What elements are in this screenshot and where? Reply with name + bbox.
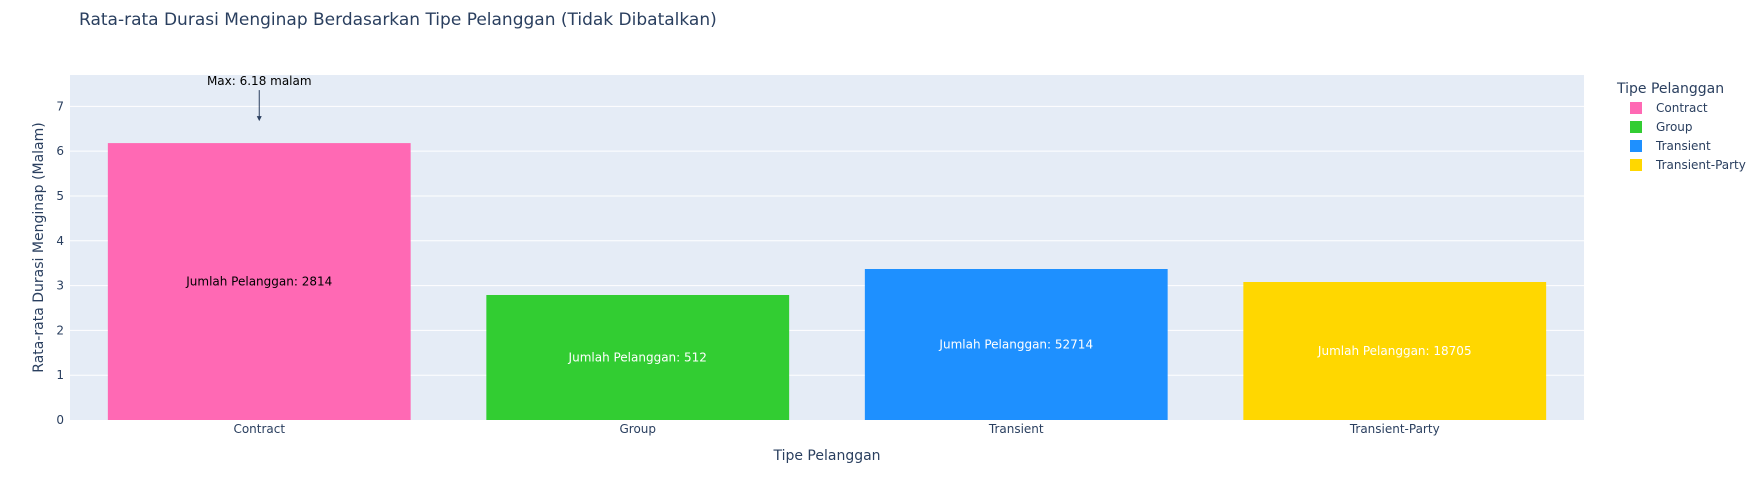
- legend: Tipe Pelanggan Contract Group Transient Tra…: [1616, 81, 1746, 172]
- y-tick-label: 2: [56, 323, 64, 337]
- bar-label: Jumlah Pelanggan: 2814: [185, 275, 332, 289]
- legend-label: Transient: [1655, 139, 1711, 153]
- y-axis-title: Rata-rata Durasi Menginap (Malam): [31, 122, 47, 372]
- legend-swatch: [1630, 140, 1642, 152]
- y-tick-label: 1: [56, 368, 64, 382]
- legend-swatch: [1630, 121, 1642, 133]
- x-tick-label: Group: [619, 422, 656, 436]
- legend-label: Contract: [1656, 101, 1708, 115]
- bar-transient-party: [1243, 282, 1547, 420]
- y-tick-label: 0: [56, 413, 64, 427]
- legend-label: Transient-Party: [1655, 158, 1746, 172]
- chart-title: Rata-rata Durasi Menginap Berdasarkan Ti…: [79, 10, 717, 30]
- y-tick-label: 6: [56, 144, 64, 158]
- y-tick-label: 5: [56, 189, 64, 203]
- legend-title: Tipe Pelanggan: [1616, 81, 1724, 97]
- max-annotation: Max: 6.18 malam: [207, 74, 312, 122]
- legend-swatch: [1630, 159, 1642, 171]
- x-tick-label: Transient: [988, 422, 1044, 436]
- bar-transient: [864, 269, 1168, 420]
- x-axis-title: Tipe Pelanggan: [772, 448, 880, 464]
- bar-label: Jumlah Pelanggan: 18705: [1317, 344, 1472, 358]
- x-axis-ticks: Contract Group Transient Transient-Party: [233, 422, 1439, 436]
- legend-swatch: [1630, 102, 1642, 114]
- max-annotation-text: Max: 6.18 malam: [207, 74, 312, 88]
- bar-label: Jumlah Pelanggan: 512: [568, 350, 707, 364]
- x-tick-label: Contract: [233, 422, 285, 436]
- bar-group: [486, 294, 790, 420]
- bar-contract: [107, 143, 411, 421]
- bar-labels: Jumlah Pelanggan: 2814 Jumlah Pelanggan: …: [185, 275, 1471, 365]
- y-tick-label: 7: [56, 99, 64, 113]
- bar-label: Jumlah Pelanggan: 52714: [938, 338, 1093, 352]
- max-annotation-arrowhead: [256, 116, 262, 122]
- y-tick-label: 3: [56, 279, 64, 293]
- legend-label: Group: [1656, 120, 1693, 134]
- y-tick-label: 4: [56, 234, 64, 248]
- bars: [107, 143, 1547, 421]
- x-tick-label: Transient-Party: [1349, 422, 1440, 436]
- y-axis-ticks: 0 1 2 3 4 5 6 7: [56, 99, 64, 427]
